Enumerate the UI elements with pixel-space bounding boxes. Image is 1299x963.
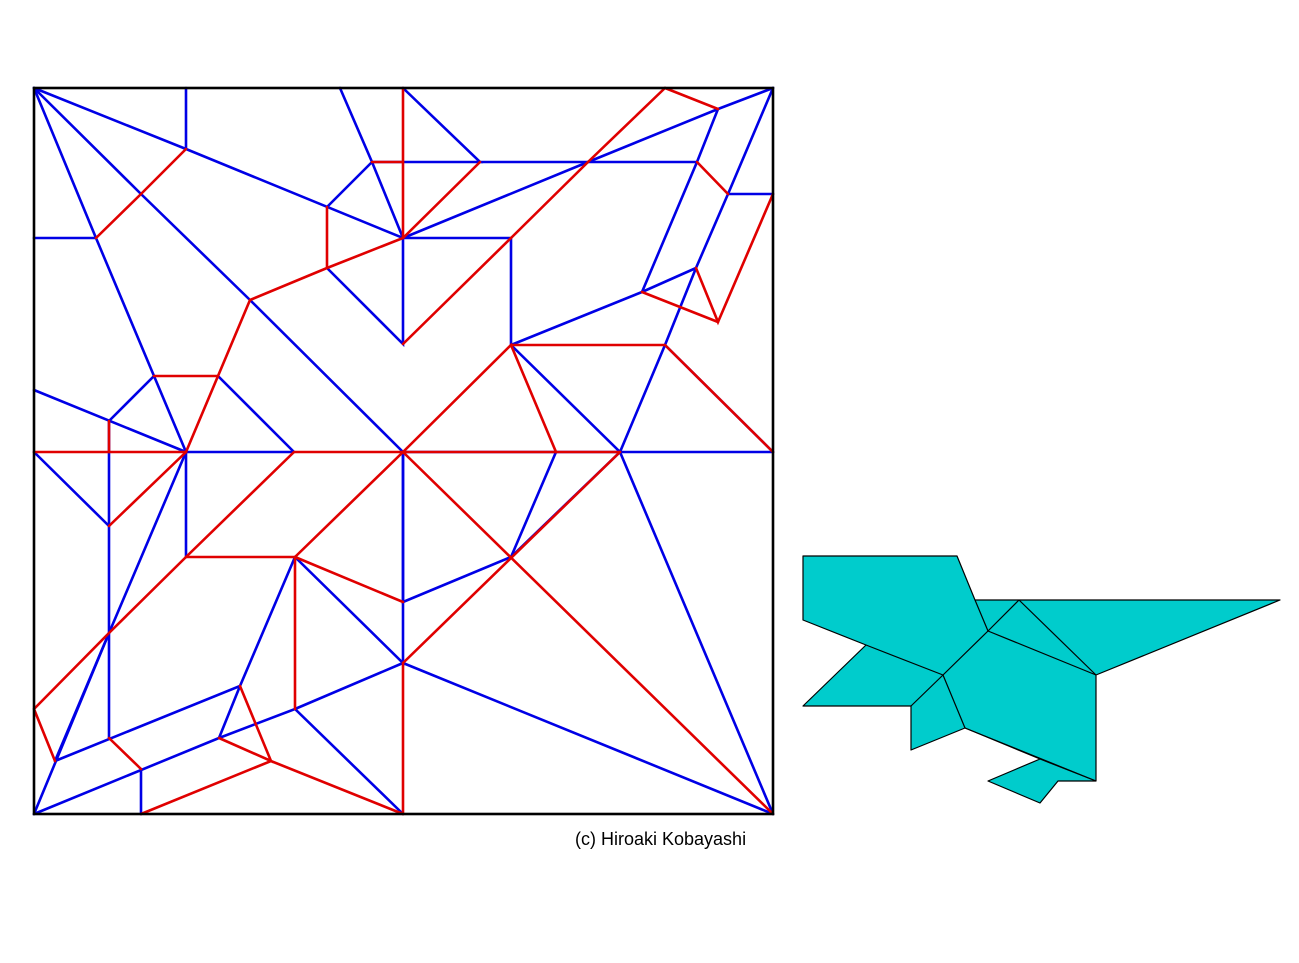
mountain-creases <box>32 86 775 816</box>
paper-border <box>32 86 775 816</box>
copyright-credit: (c) Hiroaki Kobayashi <box>575 829 747 849</box>
folded-bird-model <box>802 555 1281 804</box>
